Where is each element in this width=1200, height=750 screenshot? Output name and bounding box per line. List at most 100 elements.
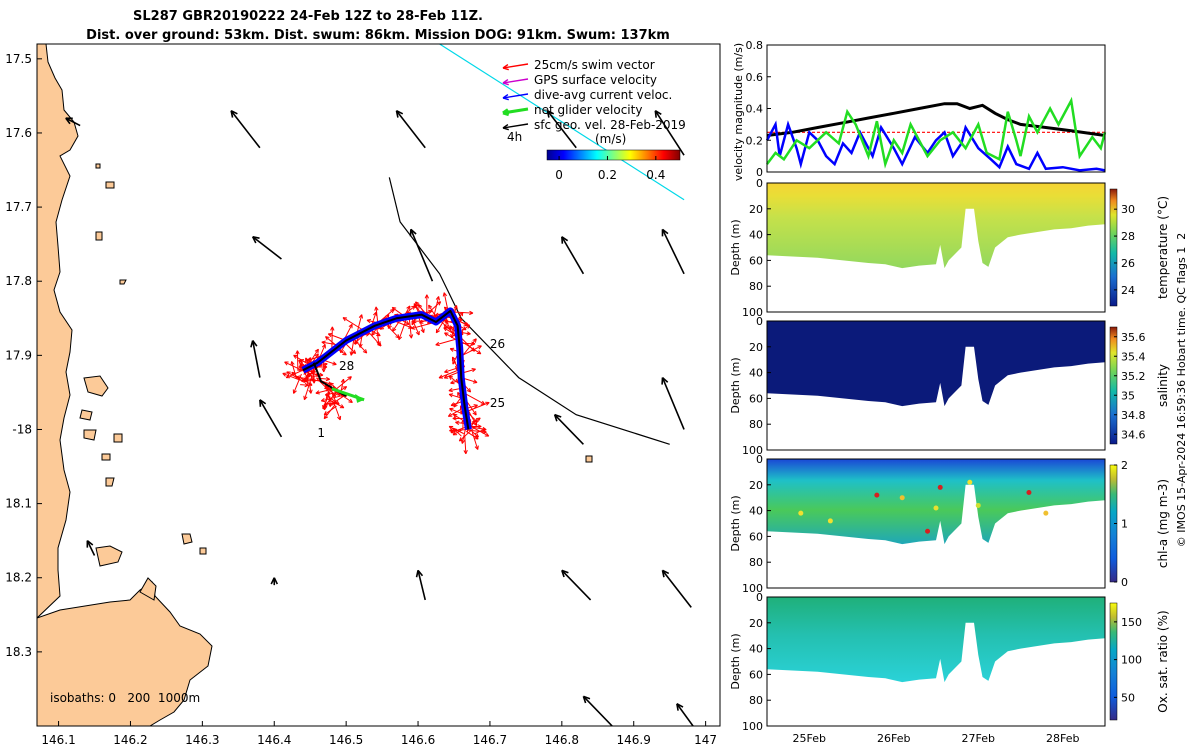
- swim-vector-arrow: [474, 428, 486, 435]
- swim-vector-arrow: [471, 432, 479, 450]
- swim-vector-arrow: [448, 425, 464, 435]
- chl-sample-dot: [967, 479, 973, 485]
- section-data-fill: [767, 597, 1105, 683]
- geo-velocity-arrow: [86, 540, 96, 556]
- section-y-tick-label: 60: [749, 392, 763, 405]
- section-y-tick-label: 100: [742, 444, 763, 457]
- geo-velocity-arrow: [259, 399, 283, 438]
- section-cbar-tick-label: 35.6: [1121, 331, 1146, 344]
- velocity-colorbar: [546, 149, 681, 161]
- time-x-tick-label: 26Feb: [877, 732, 910, 745]
- velocity-y-tick-label: 0.8: [746, 39, 764, 52]
- net-velocity-arrowhead: [355, 393, 365, 403]
- chl-sample-dot: [933, 505, 939, 511]
- section-temperature: 0 20 40 60 80 100 Depth (m) 30 28 26 24 temperature…: [729, 177, 1170, 319]
- geo-velocity-arrow: [546, 110, 577, 149]
- isobaths-label: isobaths: 0 200 1000m: [50, 691, 200, 705]
- geo-velocity-arrow: [582, 695, 613, 726]
- coast-land-south: [37, 581, 213, 726]
- geo-velocity-arrow: [250, 340, 261, 378]
- geo-velocity-arrow: [654, 110, 685, 156]
- time-x-tick-label: 25Feb: [793, 732, 826, 745]
- section-cbar-tick-label: 2: [1121, 459, 1128, 472]
- section-y-label: Depth (m): [729, 495, 742, 551]
- swim-vector-arrow: [320, 394, 345, 403]
- section-frame: [766, 320, 1106, 451]
- legend-label: sfc geo. vel. 28-Feb-2019: [534, 118, 686, 132]
- section-y-tick-label: 40: [749, 643, 763, 656]
- swim-vector-arrow: [465, 430, 479, 440]
- velocity-y-tick-label: 0.6: [746, 71, 764, 84]
- colorbar-tick-label: 0.4: [646, 168, 665, 182]
- map-y-tick-label: 17.7: [5, 200, 32, 214]
- swim-vector-arrow: [286, 371, 304, 382]
- section-frame: [766, 182, 1106, 313]
- swim-vector-arrow: [308, 383, 313, 394]
- section-salinity: 0 20 40 60 80 100 Depth (m) 35.6 35.4 35.2 35 34.8 3…: [729, 315, 1170, 457]
- swim-vector-arrow: [323, 404, 336, 420]
- island-l: [95, 163, 101, 169]
- day-label: 26: [490, 337, 505, 351]
- geo-velocity-arrow: [561, 236, 585, 275]
- velocity-y-ticks: 0 0.2 0.4 0.6 0.8: [746, 39, 771, 179]
- map-x-ticks: 146.1 146.2 146.3 146.4 146.5 146.6 146.7 146.8…: [41, 721, 717, 747]
- swim-vector-arrow: [459, 345, 482, 357]
- swim-vector-arrow: [452, 428, 464, 436]
- section-y-tick-label: 60: [749, 254, 763, 267]
- geo-velocity-arrow: [65, 117, 81, 127]
- chl-sample-dot: [925, 528, 931, 534]
- section-y-label: Depth (m): [729, 633, 742, 689]
- swim-vector-arrow: [335, 376, 352, 391]
- time-x-ticks: 25Feb 26Feb 27Feb 28Feb: [793, 732, 1080, 745]
- section-y-label: Depth (m): [729, 219, 742, 275]
- velocity-series: [765, 96, 1107, 172]
- legend-arrow: [502, 93, 529, 101]
- section-cbar-tick-label: 34.8: [1121, 409, 1146, 422]
- chl-sample-dot: [899, 495, 905, 501]
- map-y-ticks: 17.5 17.6 17.7 17.8 17.9 -18 18.1 18.2 18.3: [5, 52, 42, 659]
- time-x-tick-label: 27Feb: [962, 732, 995, 745]
- time-x-tick-label: 28Feb: [1046, 732, 1079, 745]
- map-y-tick-label: 18.3: [5, 645, 32, 659]
- map-frame: [36, 43, 721, 727]
- colorbar-ticks: 0 0.2 0.4: [555, 156, 665, 182]
- geo-velocity-arrow: [230, 110, 261, 149]
- velocity-y-tick-label: 0: [756, 166, 763, 179]
- velocity-y-tick-label: 0.4: [746, 103, 764, 116]
- chl-sample-dot: [1026, 490, 1032, 496]
- swim-vector-arrow: [325, 387, 331, 406]
- swim-vector-arrow: [295, 350, 300, 371]
- section-cbar-tick-label: 35: [1121, 389, 1135, 402]
- island-n: [119, 279, 127, 285]
- map-y-tick-label: 18.2: [5, 571, 32, 585]
- section-chl-a: 0 20 40 60 80 100 Depth (m) 2 1 0 chl-a (mg m-3): [729, 453, 1170, 595]
- swim-vector-arrow: [322, 395, 328, 411]
- geo-velocity-arrow: [553, 413, 584, 445]
- day-labels: 1 28 26 25: [317, 337, 505, 440]
- section-y-label: Depth (m): [729, 357, 742, 413]
- section-colorbar: [1109, 326, 1118, 445]
- chl-sample-dot: [798, 510, 804, 516]
- coast-peninsula: [139, 577, 157, 601]
- legend-arrow: [502, 107, 529, 117]
- section-cbar-tick-label: 28: [1121, 230, 1135, 243]
- section-y-tick-label: 80: [749, 556, 763, 569]
- section-cbar-label: temperature (°C): [1156, 196, 1170, 299]
- section-cbar-tick-label: 50: [1121, 691, 1135, 704]
- section-y-tick-label: 40: [749, 367, 763, 380]
- island-k: [585, 455, 593, 463]
- legend-arrow: [502, 78, 529, 86]
- map-y-tick-label: 17.9: [5, 348, 32, 362]
- section-cbar-tick-label: 0: [1121, 576, 1128, 589]
- map-y-tick-label: -18: [12, 422, 32, 436]
- swim-vector-arrow: [338, 392, 353, 403]
- section-y-tick-label: 20: [749, 617, 763, 630]
- island-d: [83, 429, 97, 441]
- section-cbar-tick-label: 35.4: [1121, 350, 1146, 363]
- section-data-fill: [767, 183, 1105, 269]
- legend-label: 25cm/s swim vector: [534, 58, 655, 72]
- swim-vector-arrow: [342, 317, 365, 332]
- section-y-tick-label: 0: [756, 315, 763, 328]
- map-x-tick-label: 146.7: [473, 733, 507, 747]
